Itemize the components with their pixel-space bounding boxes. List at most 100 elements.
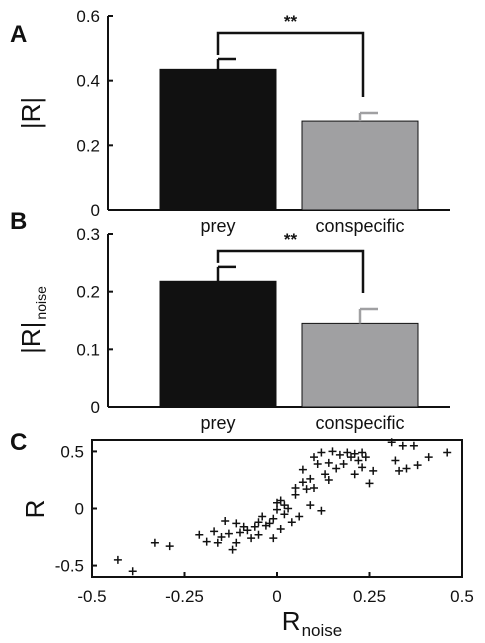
x-tick-label: 0.25	[353, 587, 386, 606]
scatter-point	[295, 512, 304, 521]
x-tick-label: -0.5	[77, 587, 106, 606]
y-tick-label: 0.4	[76, 72, 100, 91]
bar	[301, 120, 419, 211]
scatter-point	[269, 534, 278, 543]
scatter-point	[324, 475, 333, 484]
bar	[159, 68, 277, 211]
category-label: prey	[200, 216, 235, 236]
scatter-point	[287, 518, 296, 527]
scatter-point	[310, 483, 318, 492]
y-tick-label: 0	[91, 201, 100, 220]
y-tick-label: 0	[75, 500, 84, 519]
category-label: prey	[200, 413, 235, 433]
y-tick-label: 0.1	[76, 340, 100, 359]
scatter-point	[347, 453, 355, 462]
scatter-point	[350, 449, 359, 458]
scatter-point	[328, 447, 337, 456]
bar	[301, 322, 419, 408]
y-tick-label: 0.2	[76, 136, 100, 155]
x-axis-title: Rnoise	[282, 606, 342, 640]
scatter-point	[213, 538, 222, 547]
y-tick-label: 0.3	[76, 225, 100, 244]
x-tick-label: -0.25	[165, 587, 204, 606]
panel-b: B 0 0.1 0.2 0.3 |R|noise prey conspecific **	[10, 208, 450, 433]
scatter-point	[128, 567, 137, 576]
scatter-point	[165, 542, 174, 551]
scatter-point	[313, 459, 322, 468]
scatter-point	[195, 530, 204, 539]
scatter-point	[402, 464, 411, 473]
y-axis-title: R	[20, 500, 50, 519]
y-axis-title: |R|noise	[16, 286, 49, 354]
scatter-point	[317, 506, 326, 515]
y-axis-title: |R|	[16, 97, 46, 129]
scatter-point	[224, 529, 233, 538]
scatter-point	[243, 526, 252, 535]
scatter-point	[361, 453, 370, 462]
scatter-point	[298, 478, 307, 487]
scatter-point	[150, 538, 159, 547]
scatter-point	[317, 448, 326, 457]
y-tick-label: 0	[91, 398, 100, 417]
scatter-point	[276, 525, 285, 534]
scatter-point	[265, 519, 274, 528]
scatter-point	[369, 466, 378, 475]
panel-letter: B	[10, 208, 27, 235]
scatter-point	[217, 533, 226, 542]
scatter-point	[298, 465, 307, 474]
scatter-point	[332, 464, 341, 473]
scatter-point	[398, 441, 407, 450]
scatter-point	[321, 470, 330, 479]
scatter-point	[291, 483, 300, 492]
scatter-point	[413, 461, 422, 470]
scatter-point	[221, 517, 230, 526]
scatter-point	[343, 448, 352, 457]
panel-letter: C	[10, 429, 27, 456]
category-label: conspecific	[315, 216, 404, 236]
scatter-point	[335, 450, 344, 459]
scatter-point	[339, 459, 348, 468]
scatter-point	[350, 470, 359, 479]
scatter-point	[239, 522, 248, 531]
scatter-point	[310, 453, 318, 462]
x-tick-label: 0.5	[450, 587, 474, 606]
scatter-point	[306, 474, 315, 483]
scatter-point	[202, 537, 211, 546]
scatter-point	[273, 505, 281, 514]
panel-a: A 0 0.2 0.4 0.6 |R| prey conspecific **	[10, 7, 450, 236]
scatter-point	[228, 545, 237, 554]
scatter-point	[113, 555, 122, 564]
scatter-point	[358, 448, 367, 457]
bar	[159, 280, 277, 408]
scatter-point	[258, 512, 267, 521]
y-tick-label: -0.5	[55, 557, 84, 576]
scatter-point	[365, 479, 374, 488]
significance-label: **	[284, 230, 298, 249]
scatter-point	[395, 466, 404, 475]
scatter-point	[254, 518, 263, 527]
significance-bracket	[216, 31, 365, 97]
scatter-point	[232, 538, 241, 547]
y-tick-label: 0.6	[76, 7, 100, 26]
scatter-point	[324, 458, 333, 467]
panel-letter: A	[10, 21, 27, 48]
significance-label: **	[284, 12, 298, 31]
scatter-point	[276, 496, 285, 505]
scatter-point	[424, 453, 433, 462]
scatter-point	[358, 463, 367, 472]
y-tick-label: 0.2	[76, 283, 100, 302]
scatter-point	[291, 490, 300, 499]
scatter-point	[443, 448, 452, 457]
category-label: conspecific	[315, 413, 404, 433]
scatter-point	[354, 456, 363, 465]
scatter-point	[232, 519, 241, 528]
significance-bracket	[216, 249, 365, 293]
y-tick-label: 0.5	[60, 442, 84, 461]
scatter-point	[236, 528, 244, 537]
scatter-point	[247, 534, 256, 543]
scatter-point	[280, 501, 289, 510]
x-tick-label: 0	[272, 587, 281, 606]
scatter-point	[250, 522, 259, 531]
scatter-point	[391, 456, 400, 465]
